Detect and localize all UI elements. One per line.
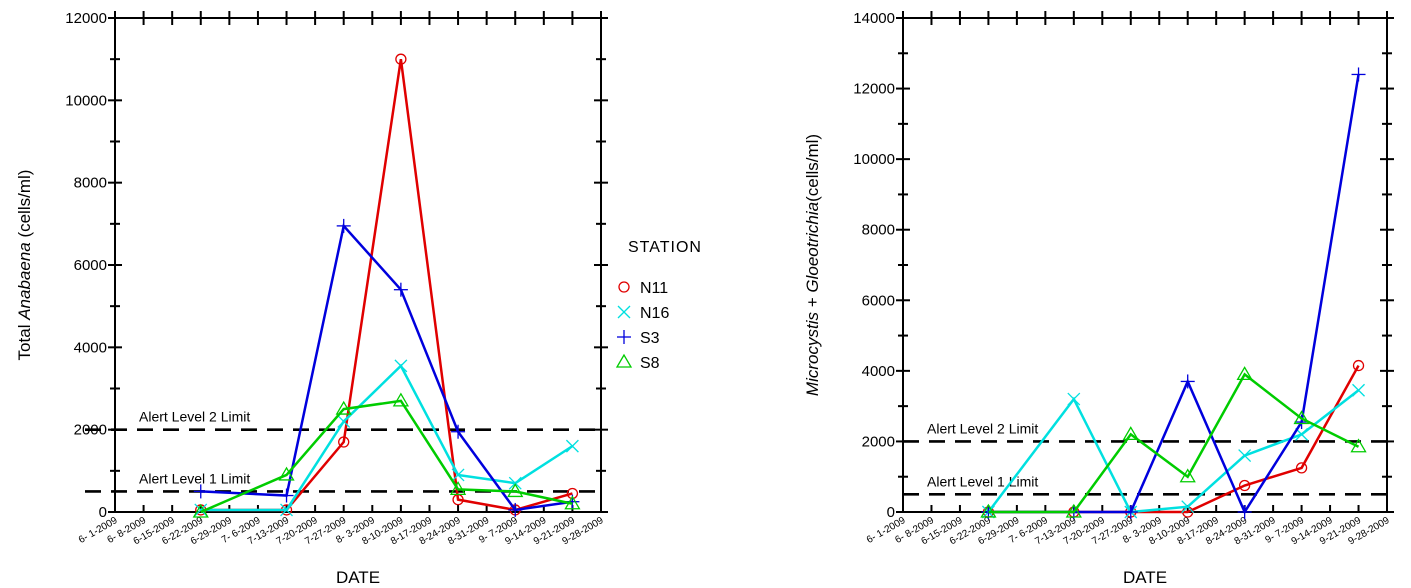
x-axis-title: DATE [336,568,380,587]
y-tick-label: 4000 [862,363,895,380]
data-point-n11 [1352,359,1365,372]
data-point-n11 [1238,479,1251,492]
data-point-s3 [1123,505,1138,519]
series-line-s8 [988,372,1360,514]
data-point-s8 [1122,426,1139,441]
y-tick-label: 14000 [853,10,895,27]
y-tick-label: 2000 [862,433,895,450]
y-tick-label: 4000 [74,339,107,356]
legend: STATION N11 N16 S3 S8 [615,239,702,372]
x-axis-title: DATE [1123,568,1167,587]
series-line-s8 [200,399,573,514]
y-tick-label: 12000 [853,81,895,98]
series-line-s3 [988,74,1360,515]
data-point-s8 [1293,410,1310,425]
data-point-s8 [192,503,209,518]
y-tick-label: 8000 [74,175,107,192]
series-line-s3 [200,223,573,512]
data-point-n16 [337,414,351,428]
data-point-s3 [336,218,351,233]
data-point-s8 [1236,366,1253,381]
legend-marker-n11 [618,281,630,293]
y-tick-label: 0 [99,504,107,521]
legend-label-n16: N16 [640,305,669,322]
data-point-s3 [193,484,208,499]
legend-marker-s8 [615,353,633,368]
y-tick-label: 8000 [862,222,895,239]
data-point-s8 [564,495,581,510]
alert-label: Alert Level 1 Limit [927,473,1038,489]
data-point-n16 [1181,500,1195,514]
data-point-n11 [338,436,350,448]
data-point-s3 [1351,67,1366,82]
data-point-n11 [1295,462,1308,474]
data-point-n16 [451,468,465,482]
data-point-n16 [194,503,208,517]
legend-label-s3: S3 [640,330,660,347]
data-point-s8 [392,392,410,407]
legend-title: STATION [628,239,702,256]
data-point-s8 [507,483,524,498]
data-point-s3 [279,488,294,503]
data-point-s3 [451,424,466,439]
data-point-s8 [335,400,352,415]
legend-marker-n16 [617,305,631,319]
legend-marker-s3 [617,330,631,344]
data-point-n16 [394,359,408,373]
data-point-s3 [508,502,523,517]
data-point-s8 [278,466,295,481]
data-point-n16 [1352,383,1365,397]
y-tick-label: 6000 [74,257,107,274]
y-axis-title: Microcystis + Gloeotrichia(cells/ml) [803,134,822,396]
alert-label: Alert Level 1 Limit [139,470,250,486]
alert-label: Alert Level 2 Limit [927,420,1038,436]
data-point-s3 [1237,505,1252,519]
series-line-n11 [200,58,573,512]
data-point-n16 [1067,392,1081,406]
y-tick-label: 0 [887,504,895,521]
data-point-s3 [393,282,408,297]
legend-label-n11: N11 [640,280,668,297]
data-point-n16 [565,439,579,453]
data-point-s8 [449,481,467,496]
y-tick-label: 10000 [65,92,107,109]
legend-label-s8: S8 [640,355,660,372]
y-tick-label: 10000 [853,151,895,168]
y-axis-title: Total Anabaena (cells/ml) [15,170,34,361]
alert-label: Alert Level 2 Limit [139,409,250,425]
data-point-n16 [1238,449,1252,463]
data-point-s8 [980,503,997,518]
y-tick-label: 6000 [862,292,895,309]
y-tick-label: 12000 [65,10,107,27]
data-point-s8 [1179,468,1196,483]
data-point-s8 [1065,503,1082,518]
data-point-n11 [395,53,407,65]
data-point-n16 [280,503,293,517]
data-point-s3 [1180,374,1195,389]
data-point-s8 [1350,438,1367,453]
